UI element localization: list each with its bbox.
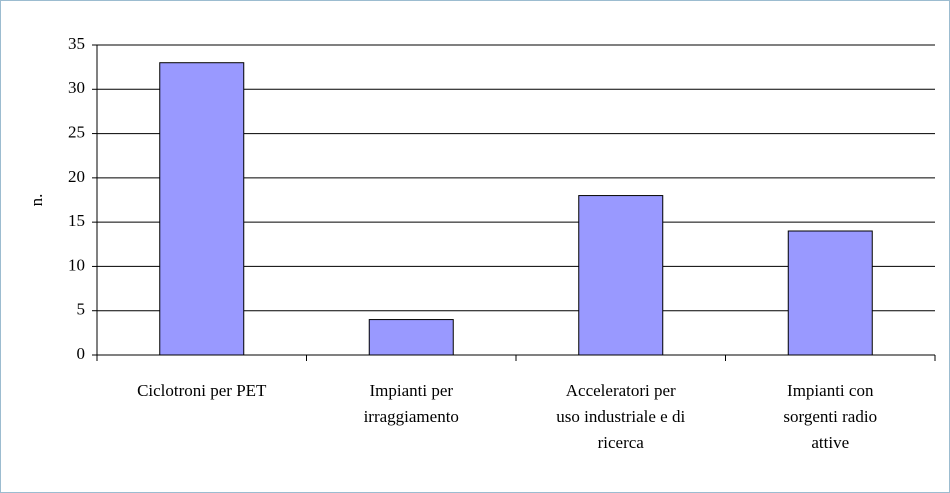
x-tick-label: Impianti con sorgenti radio attive — [783, 381, 878, 452]
bar — [368, 319, 454, 356]
y-tick-label: 5 — [77, 300, 86, 319]
y-tick-label: 15 — [68, 211, 85, 230]
x-tick-label: Ciclotroni per PET — [137, 381, 267, 400]
bar — [159, 62, 245, 356]
y-tick-label: 0 — [77, 344, 86, 363]
y-tick-label: 25 — [68, 122, 85, 141]
x-tick-label: Impianti per irraggiamento — [363, 381, 459, 426]
bar — [578, 195, 664, 356]
y-tick-label: 30 — [68, 78, 85, 97]
y-axis-label: n. — [27, 194, 46, 207]
y-tick-label: 20 — [68, 167, 85, 186]
bar — [787, 230, 873, 356]
x-tick-label: Acceleratori per uso industriale e di ri… — [556, 381, 686, 452]
y-tick-label: 10 — [68, 255, 85, 274]
y-tick-label: 35 — [68, 34, 85, 53]
